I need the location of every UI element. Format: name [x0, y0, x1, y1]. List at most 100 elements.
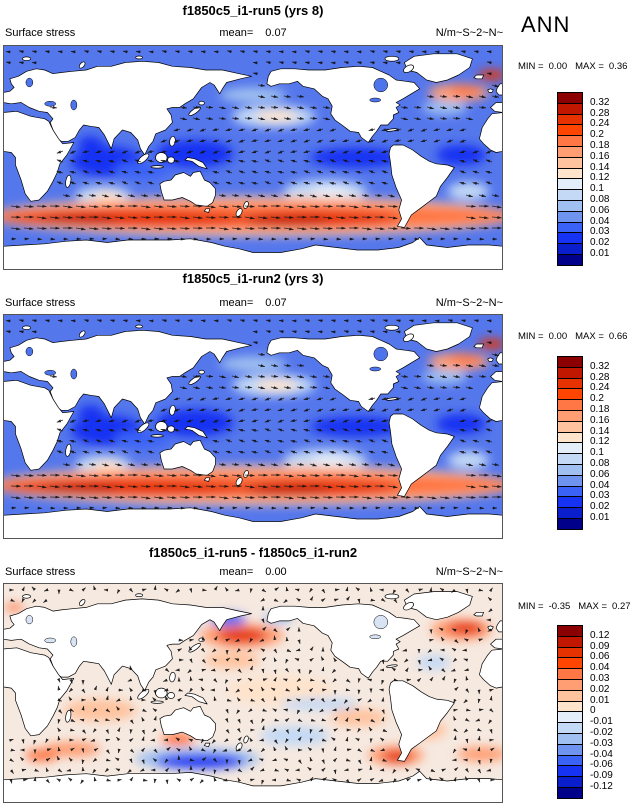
colorbar-tick-label: 0.12: [590, 629, 610, 641]
colorbar-segment: [558, 114, 582, 126]
min-label: MIN =: [518, 331, 544, 342]
colorbar-tick-label: -0.06: [590, 759, 613, 771]
colorbar-tick-label: -0.01: [590, 716, 613, 728]
colorbar-segment: [558, 464, 582, 476]
colorbar-tick-label: 0.16: [590, 414, 610, 426]
colorbar-tick-label: -0.02: [590, 727, 613, 738]
colorbar-segment: [558, 146, 582, 158]
mean-stat: mean= 0.07: [3, 27, 503, 39]
units-label: N/m~S~2~N~: [435, 297, 503, 309]
min-value: 0.00: [548, 331, 568, 342]
colorbar-tick-label: 0.08: [590, 194, 610, 205]
colorbar-tick-label: 0.08: [590, 458, 610, 469]
colorbar-segment: [558, 168, 582, 180]
colorbar-tick-label: 0.03: [590, 673, 610, 684]
colorbar-segment: [558, 701, 582, 713]
colorbar-segment: [558, 636, 582, 648]
colorbar-segment: [558, 136, 582, 147]
colorbar-tick-label: 0.18: [590, 404, 610, 415]
colorbar-segment: [558, 179, 582, 191]
colorbar-tick-label: 0.01: [590, 248, 610, 259]
colorbar-tick-label: -0.03: [590, 737, 613, 749]
map-panel-3: [3, 583, 503, 803]
colorbar-segment: [558, 766, 582, 778]
min-label: MIN =: [518, 61, 544, 72]
max-value: 0.36: [608, 61, 628, 72]
colorbar-segment: [558, 222, 582, 234]
panel2-title: f1850c5_i1-run2 (yrs 3): [182, 271, 324, 286]
panel2-subheader: Surface stress mean= 0.07 N/m~S~2~N~: [3, 297, 503, 311]
colorbar-segment: [558, 647, 582, 659]
colorbar-tick-label: 0.16: [590, 150, 610, 162]
panel2-minmax: MIN = 0.00 MAX = 0.66: [518, 331, 640, 342]
colorbar-segment: [558, 367, 582, 379]
colorbar-tick-label: 0.04: [590, 479, 610, 491]
colorbar-segment: [558, 410, 582, 422]
panel3-title: f1850c5_i1-run5 - f1850c5_i1-run2: [148, 545, 358, 560]
panel3-subheader: Surface stress mean= 0.00 N/m~S~2~N~: [3, 566, 503, 580]
colorbar-tick-label: 0.04: [590, 662, 610, 674]
colorbar-tick-label: 0.2: [590, 393, 604, 405]
colorbar-segment: [558, 254, 582, 265]
colorbar-tick-label: 0.1: [590, 183, 604, 195]
colorbar-segment: [558, 744, 582, 756]
max-label: MAX =: [575, 331, 604, 342]
colorbar-tick-label: -0.12: [590, 781, 613, 792]
map-panel-1: [3, 45, 503, 270]
colorbar-segment: [558, 93, 582, 104]
units-label: N/m~S~2~N~: [435, 27, 503, 39]
colorbar-segment: [558, 454, 582, 465]
colorbar-segment: [558, 389, 582, 401]
world-map-svg: [3, 45, 503, 270]
colorbar-tick-label: 0.06: [590, 204, 610, 216]
colorbar-segment: [558, 658, 582, 670]
colorbar-tick-label: 0.32: [590, 96, 610, 108]
colorbar-segment: [558, 200, 582, 212]
mean-label: mean=: [219, 297, 254, 309]
colorbar-tick-label: 0.09: [590, 640, 610, 652]
units-label: N/m~S~2~N~: [435, 566, 503, 578]
colorbar-segment: [558, 669, 582, 680]
min-value: -0.35: [548, 601, 571, 612]
colorbar-segment: [558, 378, 582, 390]
colorbar-segment: [558, 679, 582, 691]
map-panel-2: [3, 314, 503, 539]
colorbar-bar: [557, 625, 583, 799]
colorbar-segment: [558, 518, 582, 529]
colorbar-tick-label: 0.28: [590, 107, 610, 119]
colorbar-segment: [558, 497, 582, 509]
colorbar-tick-label: 0.32: [590, 360, 610, 372]
colorbar-tick-label: 0.24: [590, 118, 610, 130]
colorbar-tick-label: -0.09: [590, 770, 613, 782]
colorbar-segment: [558, 475, 582, 487]
colorbar-tick-label: 0.01: [590, 694, 610, 706]
colorbar-segment: [558, 626, 582, 637]
colorbar-segment: [558, 787, 582, 798]
colorbar-tick-label: 0.02: [590, 237, 610, 249]
min-value: 0.00: [548, 61, 568, 72]
colorbar-tick-label: 0.02: [590, 501, 610, 513]
mean-stat: mean= 0.07: [3, 297, 503, 309]
colorbar-tick-label: 0.12: [590, 172, 610, 184]
colorbar-segment: [558, 733, 582, 745]
panel1-minmax: MIN = 0.00 MAX = 0.36: [518, 61, 640, 72]
panel1-subheader: Surface stress mean= 0.07 N/m~S~2~N~: [3, 27, 503, 41]
colorbar-segment: [558, 157, 582, 169]
mean-value: 0.07: [265, 297, 287, 309]
colorbar-segment: [558, 357, 582, 368]
max-value: 0.27: [612, 601, 631, 612]
colorbar-tick-label: 0.01: [590, 512, 610, 523]
mean-label: mean=: [219, 566, 254, 578]
colorbar-tick-label: 0.06: [590, 468, 610, 480]
colorbar-segment: [558, 233, 582, 245]
world-map-svg: [3, 583, 503, 803]
panel3-minmax: MIN = -0.35 MAX = 0.27: [518, 601, 640, 612]
colorbar-tick-label: 0.28: [590, 371, 610, 383]
colorbar-segment: [558, 400, 582, 411]
colorbar-segment: [558, 712, 582, 724]
variable-label: Surface stress: [5, 27, 76, 39]
colorbar-tick-label: 0.2: [590, 129, 604, 141]
colorbar-tick-label: 0.18: [590, 140, 610, 151]
colorbar-segment: [558, 690, 582, 702]
max-label: MAX =: [578, 601, 608, 612]
